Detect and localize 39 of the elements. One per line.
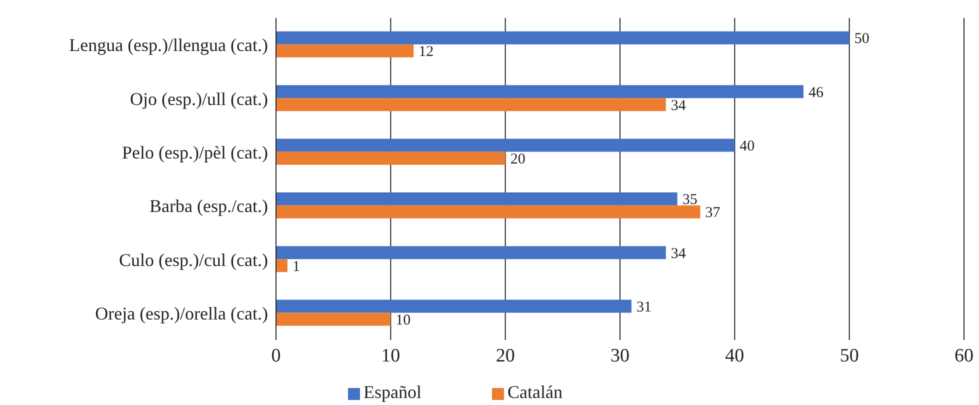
data-label: 10 [396,312,411,329]
bar [276,246,666,260]
bar [276,85,804,98]
x-tick-label: 50 [840,345,859,366]
data-label: 37 [705,205,721,222]
x-tick-label: 40 [725,345,744,366]
x-tick-label: 30 [610,345,630,366]
y-tick-label: Culo (esp.)/cul (cat.) [119,250,268,270]
data-label: 50 [854,31,870,48]
y-tick-label: Oreja (esp.)/orella (cat.) [95,304,268,324]
x-tick-label: 20 [496,345,515,366]
y-tick-label: Pelo (esp.)/pèl (cat.) [122,142,268,163]
data-label: 34 [670,98,686,114]
bar [276,312,391,326]
bar [276,98,666,112]
bar [276,44,414,58]
bar [276,300,632,313]
bar [276,152,506,165]
bar [276,138,735,152]
legend-label: Catalán [508,382,562,402]
bar [276,31,850,44]
bar [276,259,288,272]
data-label: 12 [418,44,434,60]
data-label: 20 [510,152,526,168]
bar [276,205,700,218]
data-label: 46 [808,84,824,101]
data-label: 34 [670,246,686,262]
data-label: 40 [740,138,755,155]
x-tick-label: 0 [271,345,281,366]
x-tick-label: 60 [954,345,974,366]
x-tick-label: 10 [381,345,400,366]
y-tick-label: Lengua (esp.)/llengua (cat.) [69,35,268,56]
data-label: 35 [682,192,698,208]
y-tick-label: Barba (esp./cat.) [150,196,268,216]
legend-label: Español [364,382,422,402]
data-label: 1 [292,258,300,275]
data-label: 31 [636,300,652,316]
bar [276,192,678,206]
y-tick-label: Ojo (esp.)/ull (cat.) [130,88,268,109]
